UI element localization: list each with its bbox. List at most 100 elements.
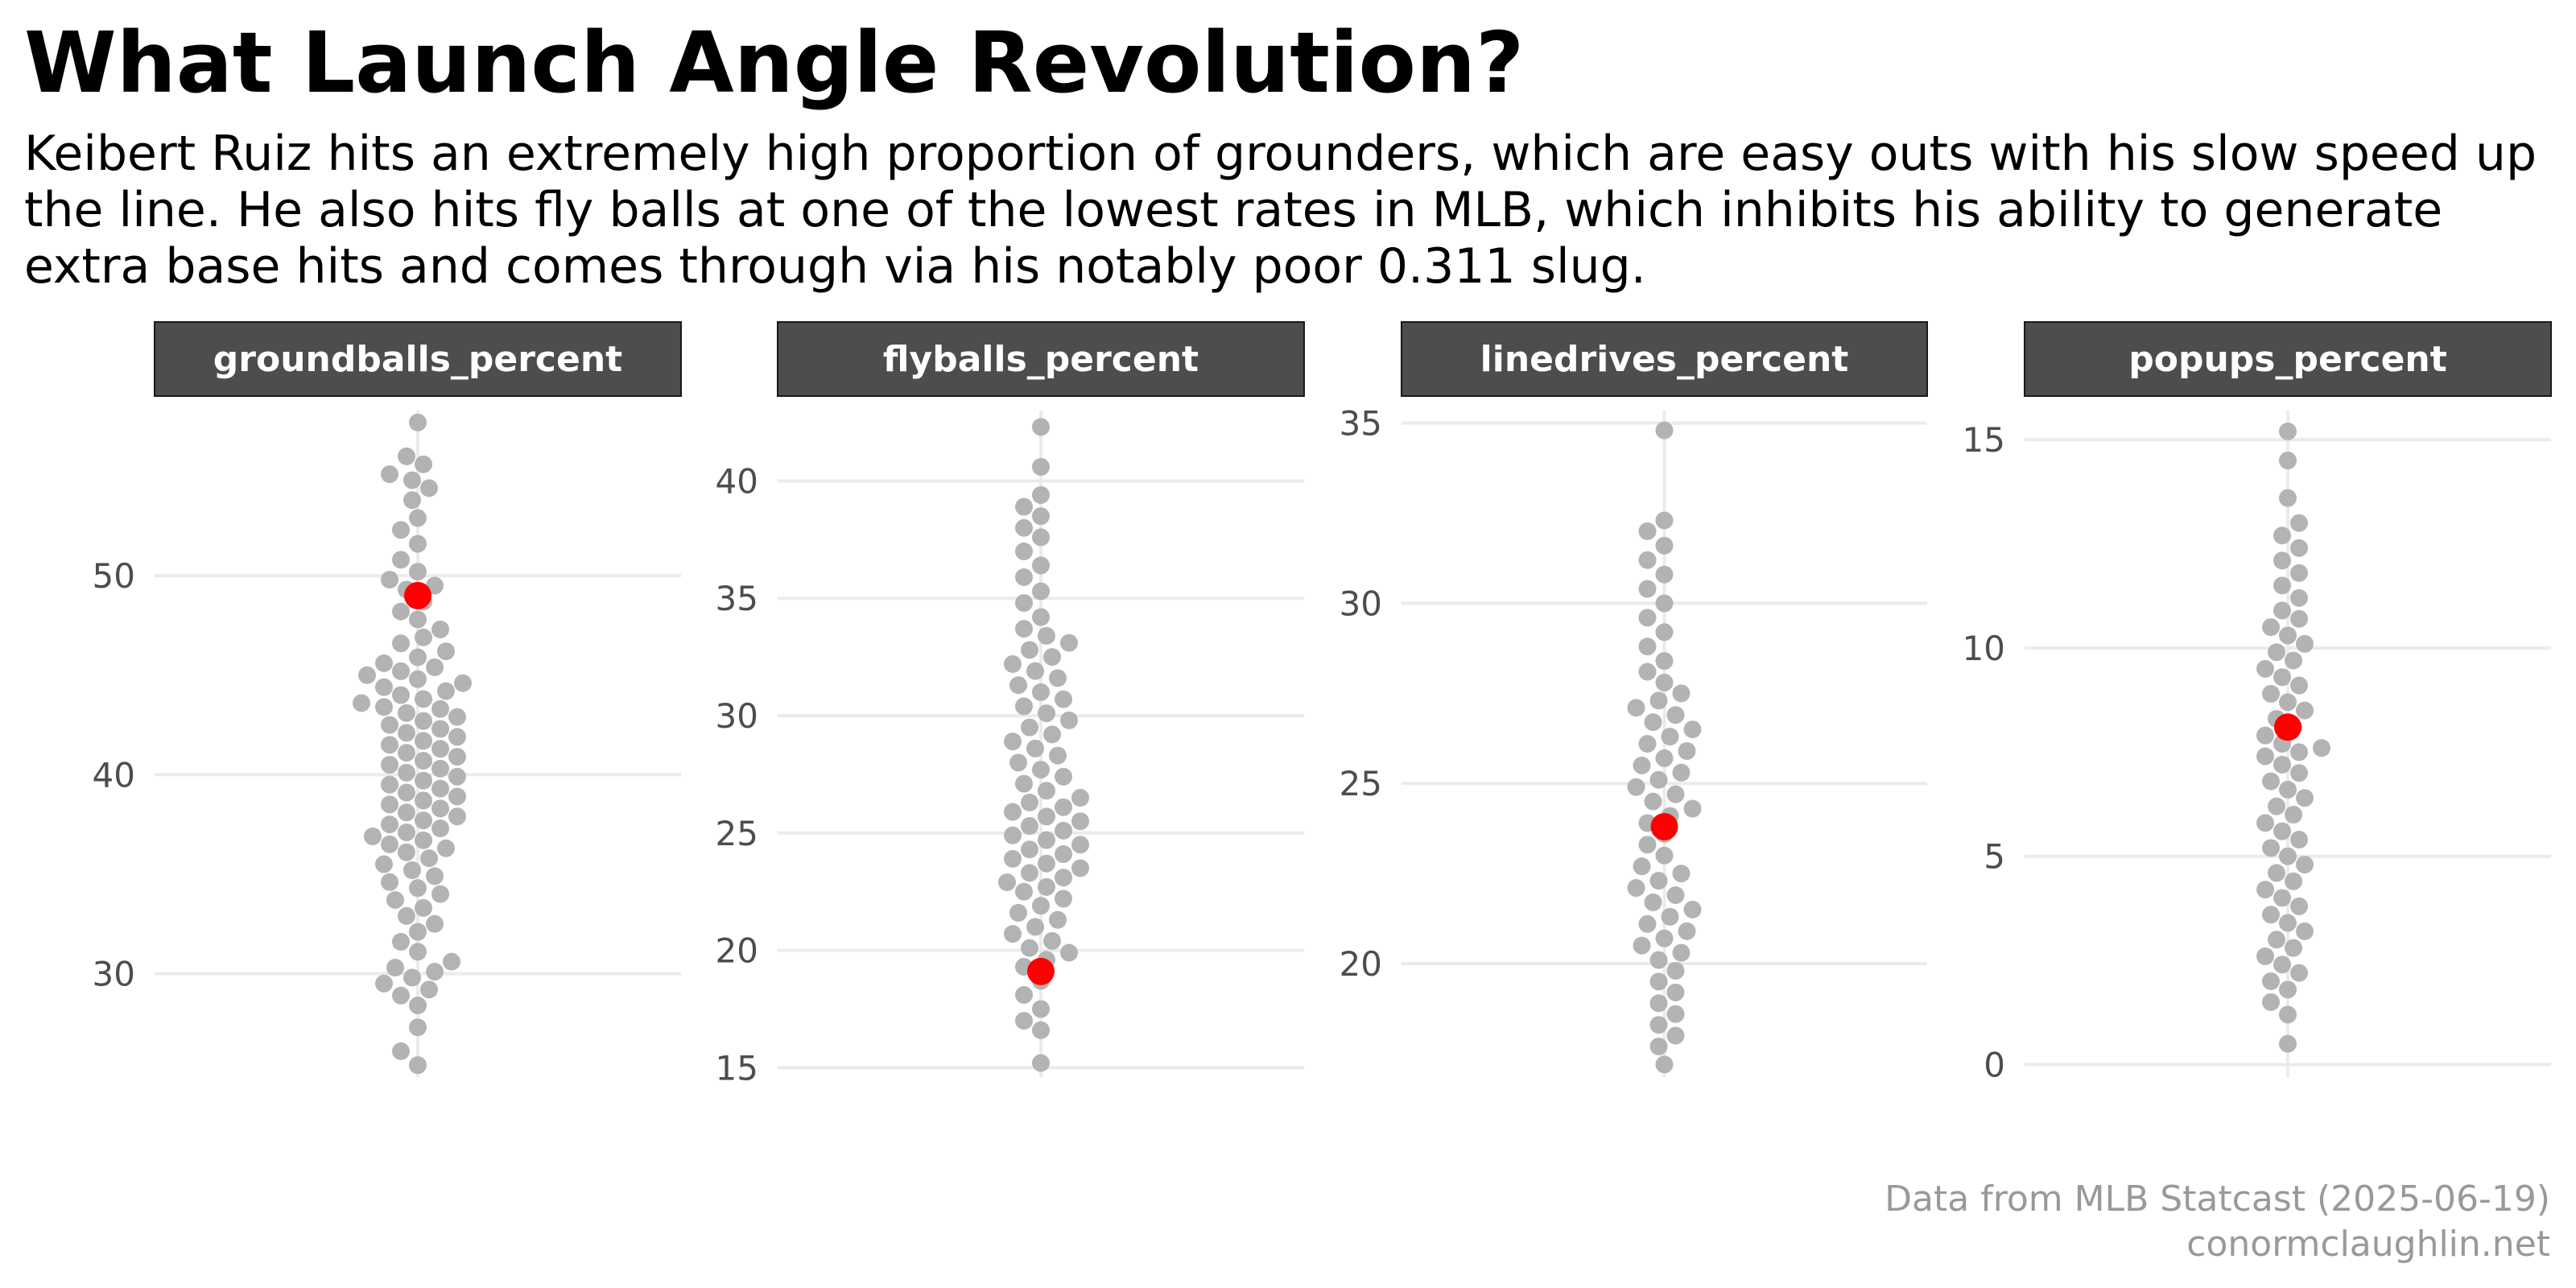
league-point <box>1032 418 1050 436</box>
league-point <box>1043 931 1061 950</box>
league-point <box>420 980 438 999</box>
league-point <box>392 551 410 569</box>
league-point <box>1021 939 1038 957</box>
league-point <box>1038 854 1055 873</box>
league-point <box>1666 706 1685 724</box>
league-point <box>2290 676 2308 695</box>
league-point <box>1649 691 1668 710</box>
league-point <box>426 658 444 676</box>
league-point <box>2290 964 2308 982</box>
league-point <box>409 413 427 431</box>
league-point <box>1004 803 1022 821</box>
league-point <box>381 465 398 484</box>
league-point <box>431 700 449 718</box>
y-tick-label: 40 <box>93 755 135 795</box>
league-point <box>431 779 449 798</box>
league-point <box>381 795 398 814</box>
league-point <box>2285 805 2302 824</box>
league-point <box>375 654 393 672</box>
league-point <box>1015 697 1033 716</box>
league-point <box>1672 865 1690 883</box>
league-point <box>381 736 398 754</box>
league-point <box>1055 798 1072 816</box>
league-point <box>415 831 432 849</box>
league-point <box>1038 807 1055 826</box>
league-point <box>409 943 427 961</box>
league-point <box>2262 618 2280 637</box>
league-point <box>2268 643 2285 662</box>
league-point <box>392 662 410 680</box>
y-tick-label: 20 <box>1340 944 1382 984</box>
league-point <box>2262 772 2280 791</box>
league-point <box>1666 886 1685 904</box>
highlight-point-ruiz <box>404 581 431 609</box>
league-point <box>1055 767 1072 786</box>
league-point <box>1015 985 1033 1004</box>
league-point <box>2262 972 2280 990</box>
league-point <box>2279 914 2297 932</box>
league-point <box>1055 690 1072 708</box>
league-point <box>1004 826 1022 844</box>
league-point <box>431 799 449 818</box>
league-point <box>2268 864 2285 882</box>
league-point <box>1672 763 1690 782</box>
league-point <box>1627 778 1645 796</box>
league-point <box>1032 457 1050 476</box>
league-point <box>1009 753 1027 772</box>
y-tick-label: 30 <box>93 954 135 993</box>
league-point <box>1666 1005 1685 1023</box>
league-point <box>1683 720 1702 739</box>
league-point <box>1060 943 1078 962</box>
facet-label-groundballs_percent: groundballs_percent <box>213 339 622 380</box>
league-point <box>2256 747 2274 766</box>
league-point <box>381 815 398 834</box>
league-point <box>375 698 393 716</box>
league-point <box>1071 859 1089 877</box>
league-point <box>2256 659 2274 678</box>
league-point <box>1666 983 1685 1001</box>
league-point <box>2313 739 2330 758</box>
league-point <box>409 997 427 1015</box>
league-point <box>1649 994 1668 1013</box>
league-point <box>1026 662 1044 680</box>
caption-source: Data from MLB Statcast (2025-06-19) <box>1885 1179 2550 1220</box>
league-point <box>2296 789 2314 807</box>
league-point <box>2268 797 2285 815</box>
y-tick-label: 10 <box>1963 629 2005 668</box>
league-point <box>1032 897 1050 915</box>
league-point <box>2262 684 2280 703</box>
league-point <box>1032 1021 1050 1039</box>
league-point <box>1043 725 1061 744</box>
league-point <box>1633 857 1651 876</box>
league-point <box>2290 514 2308 532</box>
league-point <box>415 455 432 473</box>
highlight-point-ruiz <box>2274 713 2301 741</box>
league-point <box>392 521 410 539</box>
y-tick-label: 0 <box>1984 1045 2005 1084</box>
league-point <box>2262 993 2280 1011</box>
league-point <box>1655 749 1674 767</box>
league-point <box>431 759 449 778</box>
league-point <box>358 666 376 684</box>
league-point <box>1015 542 1033 560</box>
league-point <box>398 823 415 841</box>
league-point <box>2290 743 2308 762</box>
league-point <box>2268 931 2285 949</box>
league-point <box>1026 739 1044 758</box>
league-point <box>1655 623 1674 642</box>
league-point <box>1015 882 1033 901</box>
facet-label-popups_percent: popups_percent <box>2128 339 2447 380</box>
league-point <box>1638 580 1657 598</box>
league-point <box>2290 564 2308 582</box>
league-point <box>1655 536 1674 555</box>
facet-strip-groundballs_percent <box>154 321 682 397</box>
league-point <box>415 712 432 730</box>
y-tick-label: 35 <box>1340 404 1382 444</box>
league-point <box>2256 881 2274 899</box>
league-point <box>1655 652 1674 671</box>
league-point <box>2279 1005 2297 1024</box>
league-point <box>1049 910 1067 929</box>
league-point <box>1038 782 1055 800</box>
league-point <box>1649 951 1668 969</box>
league-point <box>2273 668 2291 687</box>
